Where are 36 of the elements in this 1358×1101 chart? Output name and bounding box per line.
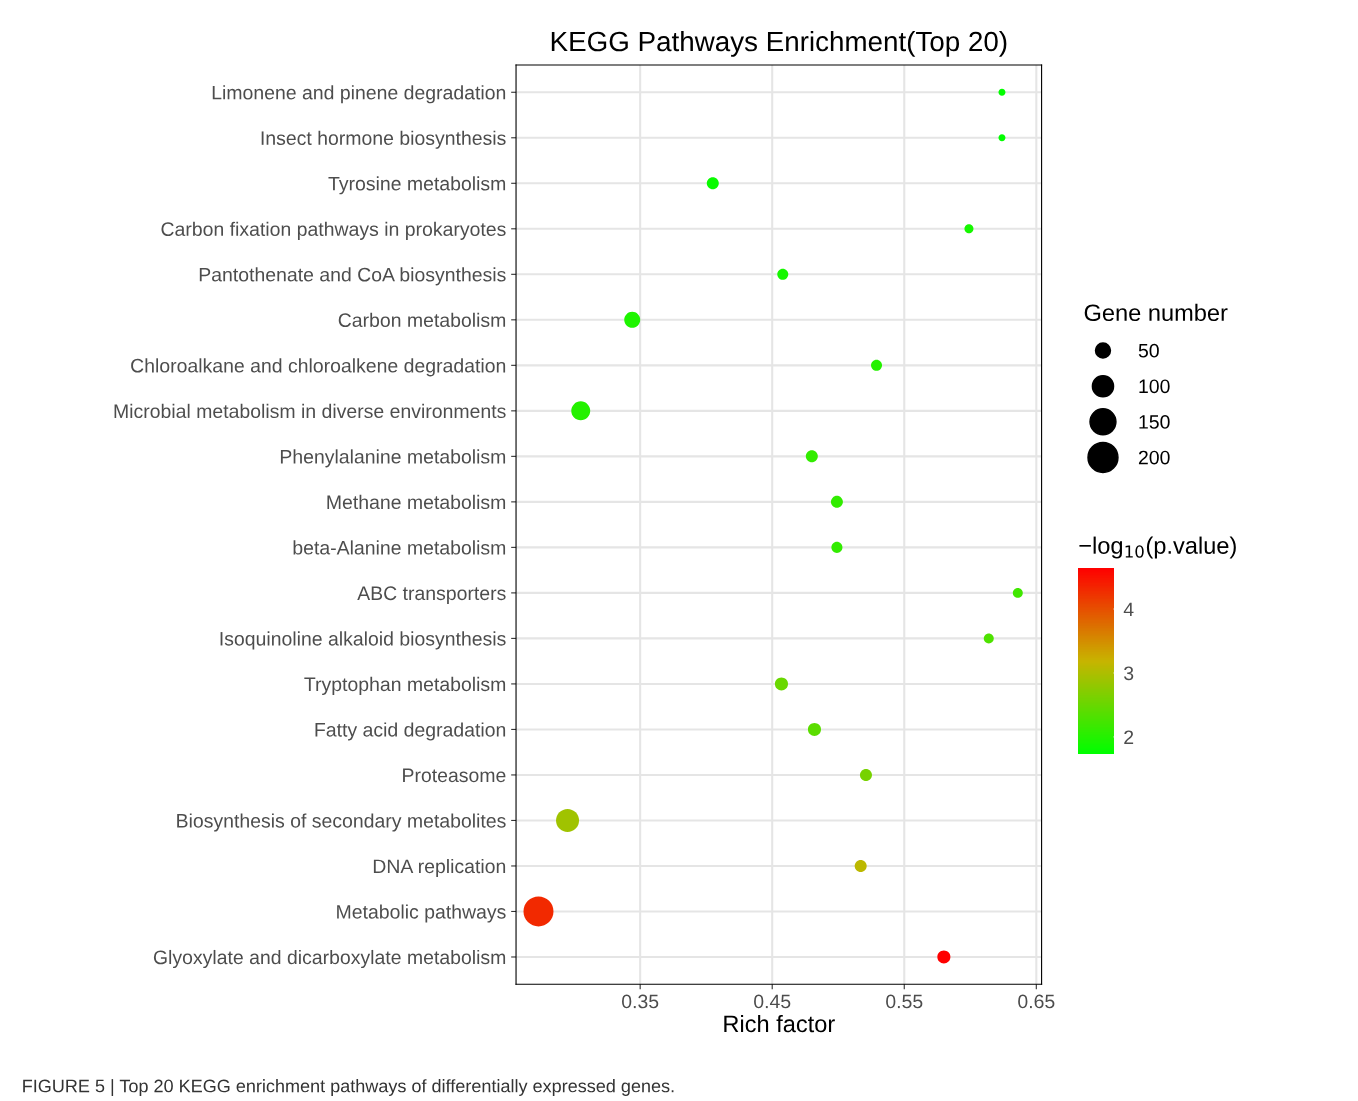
x-tick-label: 0.45: [754, 994, 791, 1009]
y-tick-label: Carbon fixation pathways in prokaryotes: [161, 221, 506, 240]
y-tick-label: Pantothenate and CoA biosynthesis: [199, 267, 506, 286]
y-tick-label: Glyoxylate and dicarboxylate metabolism: [153, 949, 506, 969]
y-tick-label: ABC transporters: [357, 586, 506, 604]
y-tick-label: Microbial metabolism in diverse environments: [114, 403, 506, 419]
color-bar-label: 3: [1124, 666, 1134, 681]
caption: FIGURE 5 | Top 20 KEGG enrichment pathways of differentially expressed genes.: [23, 1079, 674, 1097]
legend-label: 150: [1139, 415, 1170, 429]
y-tick-label: Chloroalkane and chloroalkene degradation: [131, 358, 506, 377]
legend-label: 200: [1138, 450, 1170, 465]
x-tick-label: 0.65: [1018, 994, 1055, 1009]
y-tick-label: Carbon metabolism: [338, 312, 506, 328]
y-tick-label: Metabolic pathways: [337, 904, 506, 923]
legend-label: 50: [1138, 343, 1159, 358]
legend-label: 100: [1139, 379, 1170, 394]
x-tick-label: 0.35: [622, 994, 659, 1009]
y-tick-label: Insect hormone biosynthesis: [261, 130, 506, 149]
y-tick-label: beta-Alanine metabolism: [293, 540, 506, 555]
y-tick-label: Limonene and pinene degradation: [212, 85, 506, 104]
y-tick-label: DNA replication: [373, 858, 506, 878]
y-tick-label: Methane metabolism: [327, 494, 506, 510]
y-tick-label: Tyrosine metabolism: [328, 176, 506, 195]
color-bar-label: 4: [1123, 602, 1134, 617]
y-tick-label: Phenylalanine metabolism: [280, 449, 506, 468]
x-tick-label: 0.55: [886, 994, 923, 1009]
y-tick-label: Tryptophan metabolism: [304, 676, 506, 695]
chart-title: KEGG Pathways Enrichment(Top 20): [551, 30, 1007, 57]
y-tick-label: Proteasome: [403, 768, 506, 783]
legend-title: Gene number: [1084, 303, 1228, 322]
color-bar-title: −log$_{10}$(p.value): [1079, 536, 1236, 559]
y-tick-label: Biosynthesis of secondary metabolites: [177, 813, 506, 832]
color-bar-label: 2: [1124, 730, 1134, 744]
y-tick-label: Isoquinoline alkaloid biosynthesis: [220, 631, 506, 650]
y-tick-label: Fatty acid degradation: [315, 722, 506, 741]
x-axis-title: Rich factor: [724, 1014, 835, 1033]
